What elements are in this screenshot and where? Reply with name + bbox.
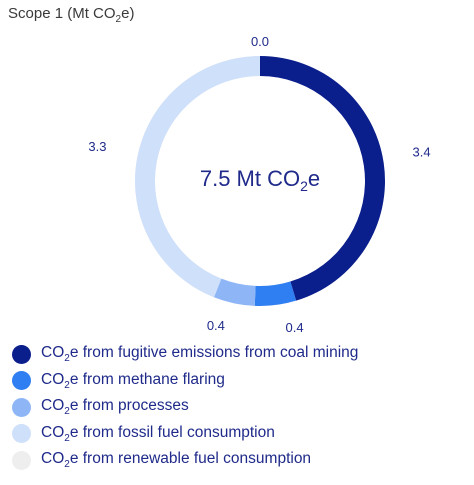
legend-label: CO2e from renewable fuel consumption xyxy=(41,450,312,471)
center-total-label: 7.5 Mt CO2e xyxy=(200,166,320,194)
legend-swatch xyxy=(12,344,31,364)
slice-value-label: 0.0 xyxy=(251,34,269,49)
legend-swatch xyxy=(12,397,31,417)
legend-item: CO2e from renewable fuel consumption xyxy=(12,447,358,474)
legend-label: CO2e from fugitive emissions from coal m… xyxy=(41,344,359,365)
legend-label: CO2e from methane flaring xyxy=(41,370,225,391)
donut-slice xyxy=(135,56,260,298)
chart-title: Scope 1 (Mt CO2e) xyxy=(8,5,135,25)
donut-slice xyxy=(260,56,386,301)
legend-label: CO2e from processes xyxy=(41,397,189,418)
legend-swatch xyxy=(12,424,31,444)
legend-item: CO2e from fugitive emissions from coal m… xyxy=(12,341,358,368)
chart-legend: CO2e from fugitive emissions from coal m… xyxy=(12,341,358,474)
legend-item: CO2e from processes xyxy=(12,394,358,421)
legend-item: CO2e from methane flaring xyxy=(12,368,358,395)
legend-swatch xyxy=(12,371,31,391)
donut-chart: 7.5 Mt CO2e 3.4 0.4 0.4 3.3 0.0 xyxy=(88,34,430,335)
slice-value-label: 3.4 xyxy=(412,145,430,160)
donut-slice xyxy=(213,278,256,306)
slice-value-label: 3.3 xyxy=(88,139,106,154)
legend-label: CO2e from fossil fuel consumption xyxy=(41,423,275,444)
donut-slice xyxy=(254,281,297,306)
legend-item: CO2e from fossil fuel consumption xyxy=(12,421,358,448)
slice-value-label: 0.4 xyxy=(207,318,225,333)
slice-value-label: 0.4 xyxy=(286,320,304,335)
legend-swatch xyxy=(12,450,31,470)
